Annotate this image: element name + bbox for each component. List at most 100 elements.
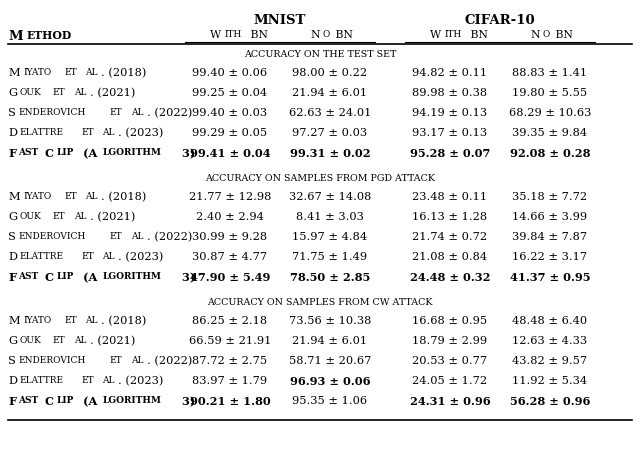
Text: F: F [8, 148, 16, 159]
Text: 88.83 ± 1.41: 88.83 ± 1.41 [513, 68, 588, 78]
Text: W: W [210, 30, 221, 40]
Text: C: C [45, 272, 54, 283]
Text: . (2022): . (2022) [147, 108, 192, 118]
Text: AL: AL [85, 316, 97, 325]
Text: 90.21 ± 1.80: 90.21 ± 1.80 [189, 396, 270, 407]
Text: 24.05 ± 1.72: 24.05 ± 1.72 [412, 376, 488, 386]
Text: 93.17 ± 0.13: 93.17 ± 0.13 [412, 128, 488, 138]
Text: BN: BN [332, 30, 353, 40]
Text: M: M [8, 316, 20, 326]
Text: BN: BN [246, 30, 268, 40]
Text: 15.97 ± 4.84: 15.97 ± 4.84 [292, 232, 367, 242]
Text: 56.28 ± 0.96: 56.28 ± 0.96 [510, 396, 590, 407]
Text: ITH: ITH [225, 30, 242, 39]
Text: 39.84 ± 7.87: 39.84 ± 7.87 [513, 232, 588, 242]
Text: 47.90 ± 5.49: 47.90 ± 5.49 [190, 272, 270, 283]
Text: M: M [8, 192, 20, 202]
Text: 11.92 ± 5.34: 11.92 ± 5.34 [513, 376, 588, 386]
Text: 21.08 ± 0.84: 21.08 ± 0.84 [412, 252, 488, 262]
Text: LIP: LIP [56, 272, 74, 281]
Text: 94.82 ± 0.11: 94.82 ± 0.11 [412, 68, 488, 78]
Text: 99.25 ± 0.04: 99.25 ± 0.04 [193, 88, 268, 98]
Text: ACCURACY ON SAMPLES FROM PGD ATTACK: ACCURACY ON SAMPLES FROM PGD ATTACK [205, 174, 435, 183]
Text: ET: ET [64, 68, 77, 77]
Text: ACCURACY ON THE TEST SET: ACCURACY ON THE TEST SET [244, 50, 396, 59]
Text: AL: AL [131, 356, 143, 365]
Text: 71.75 ± 1.49: 71.75 ± 1.49 [292, 252, 367, 262]
Text: ELATTRE: ELATTRE [20, 252, 64, 261]
Text: 19.80 ± 5.55: 19.80 ± 5.55 [513, 88, 588, 98]
Text: OUK: OUK [20, 88, 42, 97]
Text: 89.98 ± 0.38: 89.98 ± 0.38 [412, 88, 488, 98]
Text: LGORITHM: LGORITHM [102, 148, 161, 157]
Text: IYATO: IYATO [23, 68, 51, 77]
Text: 24.48 ± 0.32: 24.48 ± 0.32 [410, 272, 490, 283]
Text: 97.27 ± 0.03: 97.27 ± 0.03 [292, 128, 367, 138]
Text: BN: BN [467, 30, 488, 40]
Text: . (2018): . (2018) [101, 192, 147, 202]
Text: 92.08 ± 0.28: 92.08 ± 0.28 [509, 148, 590, 159]
Text: G: G [8, 336, 17, 346]
Text: ET: ET [52, 88, 65, 97]
Text: M: M [8, 30, 22, 43]
Text: 94.19 ± 0.13: 94.19 ± 0.13 [412, 108, 488, 118]
Text: W: W [430, 30, 441, 40]
Text: OUK: OUK [20, 336, 42, 345]
Text: 99.31 ± 0.02: 99.31 ± 0.02 [290, 148, 371, 159]
Text: ET: ET [64, 316, 77, 325]
Text: 21.74 ± 0.72: 21.74 ± 0.72 [412, 232, 488, 242]
Text: 18.79 ± 2.99: 18.79 ± 2.99 [412, 336, 488, 346]
Text: LGORITHM: LGORITHM [102, 396, 161, 405]
Text: ET: ET [109, 356, 122, 365]
Text: 99.29 ± 0.05: 99.29 ± 0.05 [193, 128, 268, 138]
Text: MNIST: MNIST [254, 14, 306, 27]
Text: AL: AL [74, 212, 86, 221]
Text: . (2022): . (2022) [147, 232, 192, 242]
Text: 78.50 ± 2.85: 78.50 ± 2.85 [290, 272, 370, 283]
Text: . (2023): . (2023) [118, 128, 164, 138]
Text: . (2022): . (2022) [147, 356, 192, 366]
Text: . (2018): . (2018) [101, 316, 147, 326]
Text: AL: AL [85, 68, 97, 77]
Text: ET: ET [109, 232, 122, 241]
Text: 99.40 ± 0.03: 99.40 ± 0.03 [193, 108, 268, 118]
Text: 23.48 ± 0.11: 23.48 ± 0.11 [412, 192, 488, 202]
Text: D: D [8, 128, 17, 138]
Text: ELATTRE: ELATTRE [20, 128, 64, 137]
Text: ET: ET [81, 252, 94, 261]
Text: ET: ET [81, 128, 94, 137]
Text: ACCURACY ON SAMPLES FROM CW ATTACK: ACCURACY ON SAMPLES FROM CW ATTACK [207, 298, 433, 307]
Text: AST: AST [19, 272, 39, 281]
Text: 99.40 ± 0.06: 99.40 ± 0.06 [193, 68, 268, 78]
Text: D: D [8, 376, 17, 386]
Text: ENDEROVICH: ENDEROVICH [18, 232, 85, 241]
Text: 43.82 ± 9.57: 43.82 ± 9.57 [513, 356, 588, 366]
Text: AST: AST [19, 148, 39, 157]
Text: 39.35 ± 9.84: 39.35 ± 9.84 [513, 128, 588, 138]
Text: AL: AL [74, 88, 86, 97]
Text: (A: (A [79, 148, 97, 159]
Text: G: G [8, 212, 17, 222]
Text: N: N [310, 30, 319, 40]
Text: AL: AL [131, 108, 143, 117]
Text: D: D [8, 252, 17, 262]
Text: N: N [530, 30, 540, 40]
Text: 35.18 ± 7.72: 35.18 ± 7.72 [513, 192, 588, 202]
Text: 99.41 ± 0.04: 99.41 ± 0.04 [189, 148, 270, 159]
Text: 48.48 ± 6.40: 48.48 ± 6.40 [513, 316, 588, 326]
Text: F: F [8, 272, 16, 283]
Text: 30.99 ± 9.28: 30.99 ± 9.28 [193, 232, 268, 242]
Text: AL: AL [102, 376, 115, 385]
Text: S: S [8, 356, 16, 366]
Text: 86.25 ± 2.18: 86.25 ± 2.18 [193, 316, 268, 326]
Text: ENDEROVICH: ENDEROVICH [18, 108, 85, 117]
Text: 21.94 ± 6.01: 21.94 ± 6.01 [292, 336, 367, 346]
Text: AL: AL [102, 128, 115, 137]
Text: 98.00 ± 0.22: 98.00 ± 0.22 [292, 68, 367, 78]
Text: 16.22 ± 3.17: 16.22 ± 3.17 [513, 252, 588, 262]
Text: 95.28 ± 0.07: 95.28 ± 0.07 [410, 148, 490, 159]
Text: . (2021): . (2021) [90, 88, 135, 98]
Text: 58.71 ± 20.67: 58.71 ± 20.67 [289, 356, 371, 366]
Text: AST: AST [19, 396, 39, 405]
Text: S: S [8, 232, 16, 242]
